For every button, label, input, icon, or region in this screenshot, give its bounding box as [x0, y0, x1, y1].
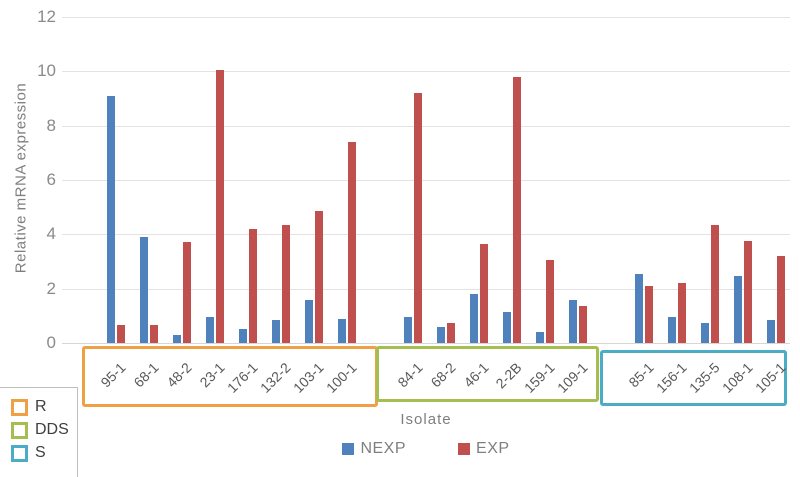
gridline	[62, 17, 790, 18]
bar-nexp	[503, 312, 511, 343]
group-box-dds	[376, 346, 599, 402]
y-tick-label: 8	[46, 116, 56, 135]
gridline	[62, 126, 790, 127]
bar-nexp	[569, 300, 577, 343]
bar-nexp	[437, 327, 445, 343]
gridline	[62, 234, 790, 235]
gridline	[62, 180, 790, 181]
legend-label-s: S	[35, 444, 46, 461]
dds-group-swatch-icon	[11, 421, 28, 439]
bar-nexp	[536, 332, 544, 343]
legend-label-r: R	[35, 398, 47, 415]
group-box-s	[600, 350, 787, 406]
bar-exp	[678, 283, 686, 343]
bar-nexp	[470, 294, 478, 343]
x-axis-line	[62, 343, 790, 344]
legend-label-exp: EXP	[476, 440, 510, 457]
bar-exp	[447, 323, 455, 343]
legend-label-nexp: NEXP	[360, 440, 407, 457]
y-tick-label: 4	[46, 224, 56, 243]
s-group-swatch-icon	[11, 444, 28, 462]
legend-item-r: R	[11, 398, 77, 416]
y-tick-label: 12	[37, 7, 56, 26]
legend-label-dds: DDS	[35, 421, 69, 438]
bar-exp	[117, 325, 125, 343]
bar-exp	[249, 229, 257, 343]
bar-exp	[414, 93, 422, 343]
r-group-swatch-icon	[11, 398, 28, 416]
bar-nexp	[173, 335, 181, 343]
bar-exp	[282, 225, 290, 343]
legend-item-nexp: NEXP	[342, 440, 406, 458]
nexp-series-swatch-icon	[342, 443, 355, 455]
series-legend: NEXP EXP	[62, 440, 790, 458]
y-tick-label: 2	[46, 279, 56, 298]
y-tick-label: 6	[46, 170, 56, 189]
bar-exp	[348, 142, 356, 343]
bar-nexp	[239, 329, 247, 343]
bar-exp	[777, 256, 785, 343]
bar-nexp	[701, 323, 709, 343]
bar-nexp	[767, 320, 775, 343]
bar-nexp	[140, 237, 148, 343]
bar-nexp	[668, 317, 676, 343]
exp-series-swatch-icon	[458, 443, 471, 455]
bar-nexp	[635, 274, 643, 343]
legend-item-s: S	[11, 444, 77, 462]
bar-exp	[216, 70, 224, 343]
bar-exp	[150, 325, 158, 343]
bar-nexp	[272, 320, 280, 343]
bar-exp	[546, 260, 554, 343]
bar-nexp	[206, 317, 214, 343]
bar-nexp	[734, 276, 742, 343]
y-tick-label: 10	[37, 61, 56, 80]
bar-exp	[480, 244, 488, 343]
legend-item-dds: DDS	[11, 421, 77, 439]
bar-nexp	[305, 300, 313, 343]
resistance-group-legend: R DDS S	[0, 387, 78, 477]
bar-exp	[183, 242, 191, 343]
y-tick-label: 0	[46, 333, 56, 352]
gridline	[62, 289, 790, 290]
bar-exp	[315, 211, 323, 343]
bar-exp	[711, 225, 719, 343]
bar-exp	[645, 286, 653, 343]
legend-item-exp: EXP	[458, 440, 510, 458]
bar-nexp	[338, 319, 346, 343]
bar-nexp	[404, 317, 412, 343]
x-axis-title: Isolate	[400, 411, 452, 428]
bar-exp	[579, 306, 587, 343]
bar-nexp	[107, 96, 115, 343]
bar-exp	[744, 241, 752, 343]
gridline	[62, 71, 790, 72]
bar-exp	[513, 77, 521, 343]
